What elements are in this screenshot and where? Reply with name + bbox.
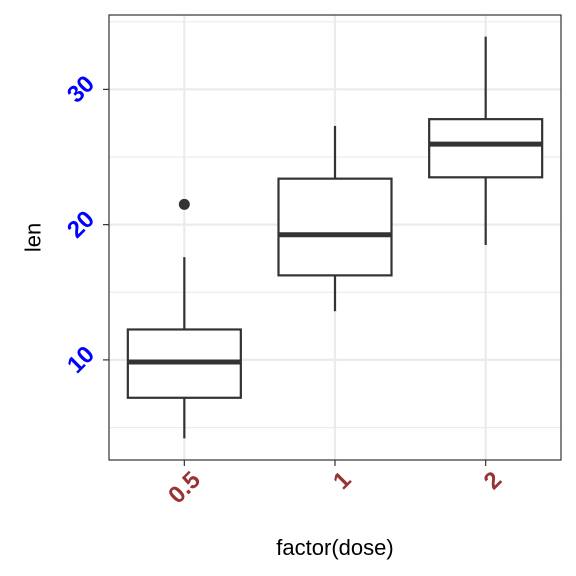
box-0.5: [126, 198, 242, 439]
x-axis-title: factor(dose): [276, 535, 393, 560]
box-1: [277, 125, 393, 312]
box-iqr: [428, 118, 544, 179]
y-axis-title: len: [21, 223, 46, 252]
boxes: [126, 36, 544, 439]
box-iqr: [277, 177, 393, 277]
outlier-point: [178, 198, 190, 210]
box-2: [428, 36, 544, 245]
